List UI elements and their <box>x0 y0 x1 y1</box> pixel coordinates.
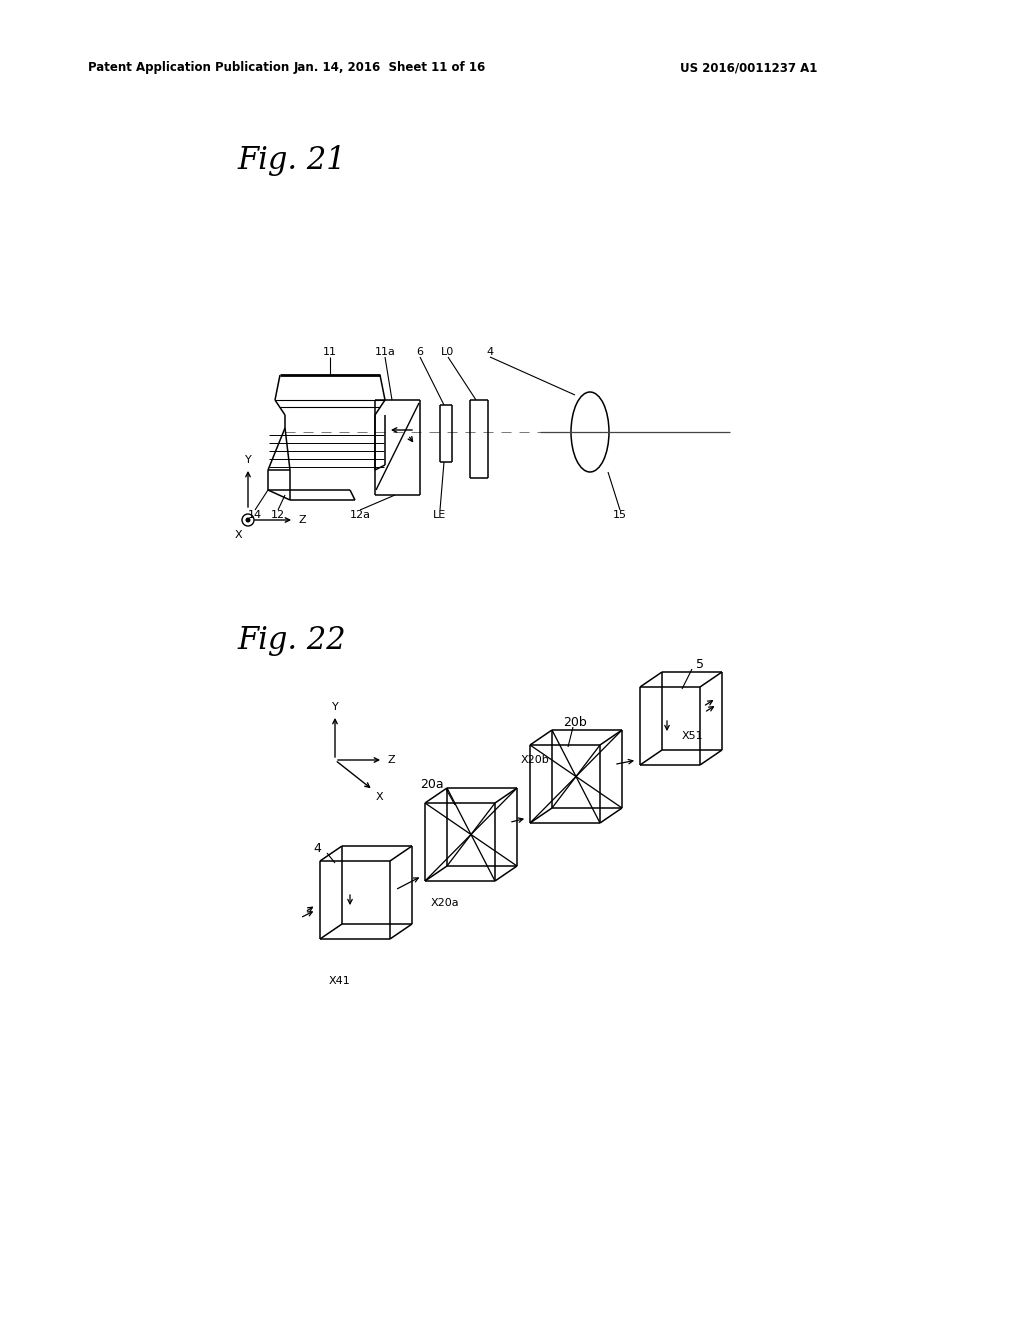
Text: X: X <box>375 792 383 803</box>
Text: Patent Application Publication: Patent Application Publication <box>88 62 289 74</box>
Text: Fig. 22: Fig. 22 <box>237 624 346 656</box>
Text: 12: 12 <box>271 510 285 520</box>
Text: Z: Z <box>298 515 306 525</box>
Text: L0: L0 <box>441 347 455 356</box>
Text: X41: X41 <box>329 975 351 986</box>
Text: 4: 4 <box>313 842 321 855</box>
Text: US 2016/0011237 A1: US 2016/0011237 A1 <box>680 62 817 74</box>
Text: X51: X51 <box>681 731 702 741</box>
Text: 11: 11 <box>323 347 337 356</box>
Text: LE: LE <box>433 510 446 520</box>
Text: X20b: X20b <box>520 755 549 766</box>
Text: X20a: X20a <box>431 898 460 908</box>
Circle shape <box>246 519 250 521</box>
Text: 14: 14 <box>248 510 262 520</box>
Text: 4: 4 <box>486 347 494 356</box>
Text: 15: 15 <box>613 510 627 520</box>
Text: 20a: 20a <box>420 779 443 792</box>
Text: Z: Z <box>387 755 395 766</box>
Text: 6: 6 <box>417 347 424 356</box>
Text: Jan. 14, 2016  Sheet 11 of 16: Jan. 14, 2016 Sheet 11 of 16 <box>294 62 486 74</box>
Text: Fig. 21: Fig. 21 <box>237 144 346 176</box>
Text: X: X <box>234 531 242 540</box>
Text: Y: Y <box>245 455 251 465</box>
Text: 20b: 20b <box>563 717 587 730</box>
Text: 5: 5 <box>696 659 705 672</box>
Text: 11a: 11a <box>375 347 395 356</box>
Text: 12a: 12a <box>349 510 371 520</box>
Text: Y: Y <box>332 702 338 711</box>
